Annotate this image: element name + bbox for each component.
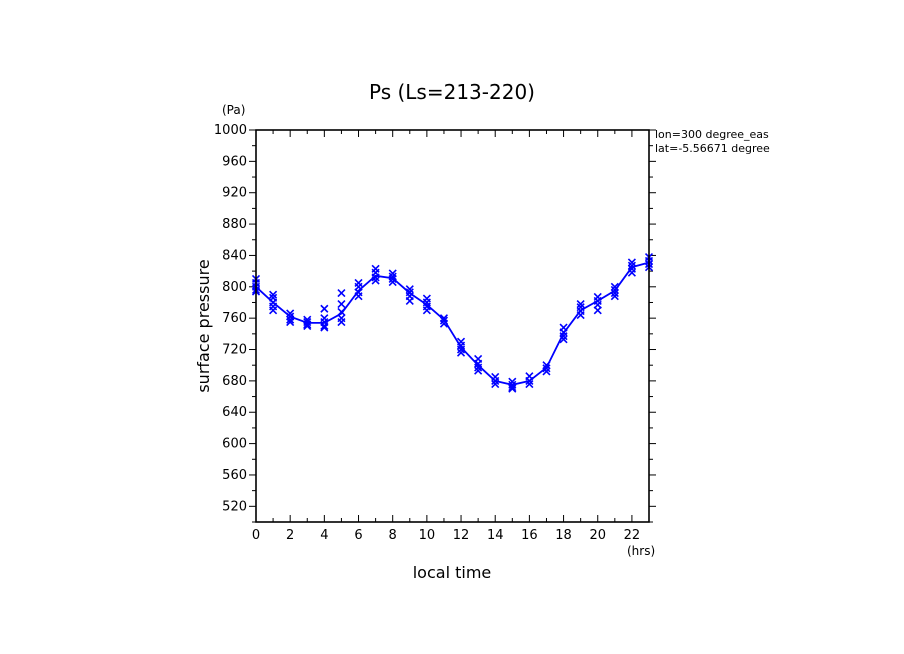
data-point-marker — [542, 367, 551, 376]
data-point-marker — [456, 348, 466, 357]
y-tick-label: 720 — [222, 343, 247, 358]
y-tick-label: 800 — [222, 280, 247, 295]
data-point-marker — [303, 321, 312, 331]
series-layer — [251, 252, 654, 393]
y-tick-label: 560 — [222, 468, 247, 483]
y-tick-label: 840 — [222, 248, 247, 263]
y-axis-label: surface pressure — [194, 259, 213, 392]
data-point-marker — [422, 306, 431, 315]
data-point-marker — [337, 289, 346, 298]
data-point-marker — [337, 318, 346, 327]
data-point-marker — [337, 307, 346, 316]
data-point-marker — [542, 364, 551, 373]
data-point-marker — [439, 316, 449, 325]
data-point-marker — [610, 282, 619, 291]
series-line — [255, 261, 650, 386]
data-point-marker — [559, 335, 568, 344]
x-tick-label: 22 — [624, 528, 641, 543]
data-point-marker — [525, 376, 534, 385]
data-point-marker — [286, 315, 295, 324]
tick-labels: 5205606006406807207608008408809209601000… — [214, 123, 640, 543]
y-tick-label: 520 — [222, 499, 247, 514]
data-point-marker — [371, 273, 380, 282]
data-point-marker — [491, 379, 500, 389]
data-point-marker — [610, 292, 619, 301]
x-tick-label: 8 — [389, 528, 397, 543]
y-tick-label: 1000 — [214, 123, 247, 138]
data-point-marker — [456, 345, 466, 354]
data-point-marker — [286, 318, 295, 327]
data-point-marker — [320, 321, 329, 331]
data-point-marker — [320, 323, 329, 332]
chart-title: Ps (Ls=213-220) — [369, 80, 535, 104]
data-point-marker — [269, 290, 278, 299]
data-point-marker — [627, 258, 636, 267]
y-tick-label: 760 — [222, 311, 247, 326]
plot-frame — [255, 129, 650, 523]
data-point-marker — [508, 384, 517, 393]
x-tick-label: 12 — [453, 528, 470, 543]
annotation-lon: lon=300 degree_eas — [655, 128, 769, 141]
x-tick-label: 16 — [521, 528, 538, 543]
x-unit-label: (hrs) — [627, 544, 655, 558]
x-tick-label: 6 — [354, 528, 362, 543]
y-tick-label: 920 — [222, 186, 247, 201]
x-tick-label: 10 — [419, 528, 436, 543]
data-point-marker — [508, 383, 517, 392]
data-point-marker — [627, 261, 636, 270]
data-point-marker — [337, 299, 346, 309]
data-point-marker — [525, 379, 534, 389]
data-point-marker — [474, 366, 483, 375]
data-point-marker — [610, 289, 619, 298]
annotation-lat: lat=-5.56671 degree — [655, 142, 770, 155]
data-point-marker — [439, 319, 449, 328]
x-tick-label: 20 — [589, 528, 606, 543]
y-tick-label: 640 — [222, 405, 247, 420]
data-point-marker — [388, 274, 397, 284]
x-tick-label: 14 — [487, 528, 504, 543]
data-point-marker — [405, 296, 414, 305]
data-point-marker — [303, 320, 312, 329]
data-point-marker — [474, 363, 483, 372]
data-point-marker — [388, 278, 397, 287]
x-tick-label: 2 — [286, 528, 294, 543]
data-point-marker — [576, 310, 585, 320]
y-tick-label: 600 — [222, 437, 247, 452]
y-unit-label: (Pa) — [222, 103, 245, 117]
x-tick-label: 4 — [320, 528, 328, 543]
data-point-marker — [269, 306, 278, 315]
x-axis-label: local time — [413, 563, 492, 582]
data-point-marker — [491, 376, 500, 385]
data-point-marker — [371, 276, 380, 285]
data-point-marker — [559, 332, 568, 341]
y-tick-label: 960 — [222, 154, 247, 169]
data-point-marker — [320, 304, 329, 313]
data-point-marker — [542, 361, 551, 370]
data-point-marker — [576, 299, 585, 309]
x-tick-label: 0 — [252, 528, 260, 543]
data-point-marker — [610, 285, 619, 295]
data-point-marker — [593, 306, 602, 315]
x-tick-label: 18 — [555, 528, 572, 543]
data-point-marker — [405, 285, 414, 294]
data-point-marker — [627, 268, 636, 277]
y-tick-label: 880 — [222, 217, 247, 232]
y-tick-label: 680 — [222, 374, 247, 389]
data-point-marker — [286, 309, 295, 318]
data-point-marker — [354, 292, 363, 301]
